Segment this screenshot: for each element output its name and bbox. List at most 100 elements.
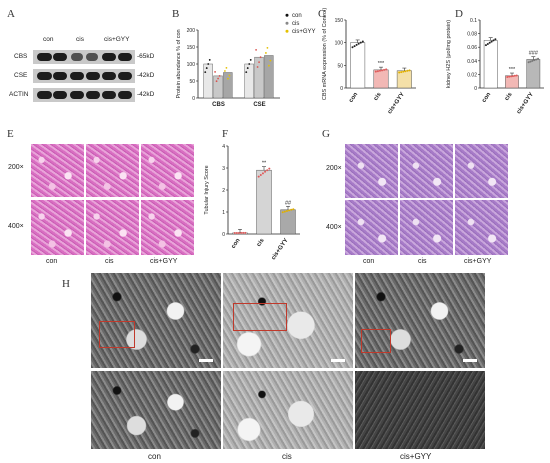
chart-b-bar-CSE-cis bbox=[254, 56, 264, 99]
g-image-con-200 bbox=[344, 143, 399, 199]
chart-c-point-cis-2 bbox=[378, 69, 381, 72]
chart-b-ytick-label-0: 0 bbox=[192, 96, 195, 102]
chart-b-point-CSE-cis+GYY-0 bbox=[265, 52, 267, 54]
chart-d-point-con-1 bbox=[486, 42, 489, 45]
chart-b-bar-CSE-cis+GYY bbox=[264, 55, 274, 99]
g-group-cisgyy: cis+GYY bbox=[464, 258, 492, 265]
chart-f-point-con-3 bbox=[240, 231, 243, 234]
chart-d-point-cis+GYY-3 bbox=[533, 59, 536, 62]
chart-b-point-CSE-cis+GYY-1 bbox=[266, 46, 269, 49]
chart-d: 0 0.02 0.04 0.06 0.08 0.1 kidney H2S (μol/mg p… bbox=[446, 18, 544, 116]
blot-strip-actin bbox=[33, 88, 135, 102]
chart-c-ytick-label-3: 150 bbox=[335, 18, 344, 24]
chart-c: 0 50 100 150 CBS mRNA expression (% of Contr… bbox=[322, 8, 416, 115]
g-image-con-400 bbox=[344, 199, 399, 256]
chart-d-category-cis: cis bbox=[504, 91, 514, 102]
chart-f-ytick-label-2: 2 bbox=[222, 188, 225, 194]
chart-f-ytick-label-4: 4 bbox=[222, 144, 225, 150]
chart-b-bar-CBS-con bbox=[203, 63, 213, 99]
chart-f-point-cis+GYY-3 bbox=[288, 209, 291, 212]
chart-f-point-cis-5 bbox=[268, 167, 271, 170]
chart-d-point-cis-2 bbox=[510, 75, 513, 78]
g-image-cis-400 bbox=[399, 199, 454, 256]
chart-d-bar-cis+GYY bbox=[526, 59, 541, 89]
chart-d-point-cis+GYY-4 bbox=[535, 58, 538, 61]
chart-f-bar-cis bbox=[256, 169, 272, 235]
chart-b-point-CBS-cis+GYY-2 bbox=[227, 77, 229, 80]
chart-d-point-cis-1 bbox=[508, 75, 511, 78]
e-image-con-200 bbox=[30, 143, 85, 198]
panel-label-e: E bbox=[7, 128, 14, 140]
chart-d-point-con-0 bbox=[484, 44, 487, 47]
h-group-cis: cis bbox=[282, 452, 292, 461]
chart-c-point-cis-0 bbox=[374, 70, 377, 73]
chart-d-point-con-4 bbox=[492, 39, 495, 42]
chart-b-legend-cis: cis bbox=[292, 21, 299, 27]
g-mag-200: 200× bbox=[326, 165, 342, 172]
chart-c-point-con-5 bbox=[361, 40, 364, 43]
chart-b-point-CSE-cis-2 bbox=[258, 61, 260, 63]
g-image-cisgyy-400 bbox=[454, 199, 509, 256]
chart-f-category-con: con bbox=[231, 237, 242, 249]
chart-c-point-cis+GYY-3 bbox=[404, 70, 407, 73]
chart-c-point-con-3 bbox=[357, 42, 360, 45]
chart-b-point-CBS-con-0 bbox=[204, 71, 207, 74]
chart-f-point-cis-3 bbox=[264, 170, 267, 173]
e-image-con-400 bbox=[30, 199, 85, 256]
chart-c-annotation-cis: *** bbox=[378, 61, 385, 67]
chart-b-point-CBS-cis+GYY-0 bbox=[224, 70, 226, 72]
chart-d-point-cis-5 bbox=[515, 74, 518, 77]
chart-b-point-CSE-cis+GYY-2 bbox=[268, 64, 270, 67]
chart-d-annotation-cis: *** bbox=[509, 67, 516, 73]
chart-d-bar-con bbox=[483, 40, 498, 89]
chart-f-category-cis+GYY: cis+GYY bbox=[271, 238, 290, 262]
h-group-con: con bbox=[148, 452, 161, 461]
chart-c-point-cis+GYY-4 bbox=[406, 69, 409, 72]
chart-b-legend-cis+GYY: cis+GYY bbox=[292, 29, 316, 35]
chart-d-point-cis+GYY-2 bbox=[531, 59, 534, 62]
chart-d-ytick-label-4: 0.08 bbox=[467, 32, 477, 38]
chart-f-point-cis+GYY-4 bbox=[290, 208, 293, 211]
chart-f-point-cis+GYY-2 bbox=[285, 210, 288, 213]
panel-label-a: A bbox=[7, 8, 15, 20]
chart-f-ytick-label-0: 0 bbox=[222, 232, 225, 238]
blot-size-actin: -42kD bbox=[137, 91, 155, 98]
chart-c-ylabel: CBS mRNA expression (% of Control) bbox=[322, 8, 328, 100]
chart-f-annotation-cis: ** bbox=[262, 161, 267, 167]
chart-d-category-cis+GYY: cis+GYY bbox=[516, 92, 535, 116]
chart-b-legend-marker-con bbox=[285, 13, 289, 17]
chart-f-bar-cis+GYY bbox=[280, 209, 296, 235]
e-image-cisgyy-400 bbox=[140, 199, 195, 256]
chart-b-category-CSE: CSE bbox=[253, 102, 265, 108]
chart-d-point-con-2 bbox=[488, 41, 491, 44]
e-image-cisgyy-200 bbox=[140, 143, 195, 198]
e-group-cis: cis bbox=[105, 258, 114, 265]
chart-c-category-con: con bbox=[348, 91, 359, 103]
chart-b-point-CBS-cis-1 bbox=[215, 80, 218, 83]
chart-b: 0 50 100 150 200 Protein abundance % of con CB… bbox=[176, 13, 316, 108]
blot-strip-cbs bbox=[33, 50, 135, 64]
chart-d-point-cis-0 bbox=[506, 75, 509, 78]
chart-f-annotation-cis+GYY: ## bbox=[285, 200, 292, 206]
chart-b-point-CSE-cis-0 bbox=[255, 48, 257, 51]
chart-b-category-CBS: CBS bbox=[212, 102, 225, 108]
chart-b-point-CBS-con-2 bbox=[207, 63, 210, 65]
blot-row-label-cbs: CBS bbox=[14, 53, 28, 60]
chart-d-point-cis-3 bbox=[511, 75, 514, 78]
g-group-cis: cis bbox=[418, 258, 427, 265]
chart-f-point-cis-0 bbox=[257, 175, 260, 178]
chart-b-bar-CBS-cis+GYY bbox=[223, 72, 233, 99]
chart-c-bar-cis bbox=[373, 69, 389, 89]
chart-d-category-con: con bbox=[481, 91, 492, 103]
panel-label-c: C bbox=[318, 8, 326, 20]
chart-f-point-con-5 bbox=[244, 231, 247, 234]
panel-label-b: B bbox=[172, 8, 180, 20]
chart-d-point-cis+GYY-0 bbox=[527, 61, 530, 64]
chart-c-point-cis+GYY-1 bbox=[400, 71, 403, 74]
chart-f-point-cis-1 bbox=[259, 173, 262, 176]
g-image-cisgyy-200 bbox=[454, 143, 509, 199]
chart-b-legend-con: con bbox=[292, 13, 302, 19]
chart-d-ytick-label-2: 0.04 bbox=[467, 59, 477, 65]
chart-f-category-cis: cis bbox=[256, 237, 266, 248]
chart-c-point-con-0 bbox=[351, 46, 354, 49]
